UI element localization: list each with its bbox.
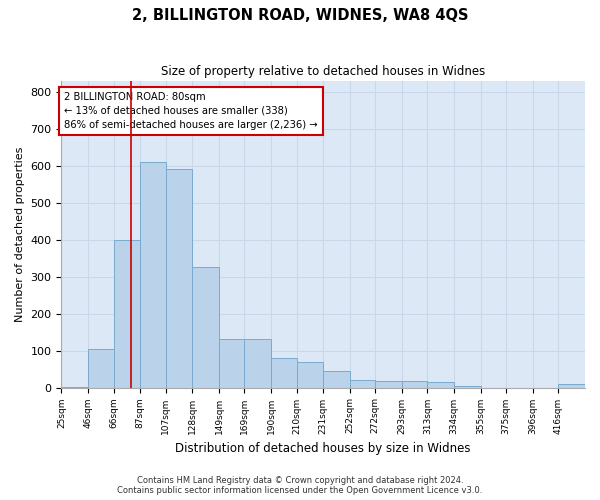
Bar bbox=[454, 386, 481, 388]
Title: Size of property relative to detached houses in Widnes: Size of property relative to detached ho… bbox=[161, 65, 485, 78]
Text: 2 BILLINGTON ROAD: 80sqm
← 13% of detached houses are smaller (338)
86% of semi-: 2 BILLINGTON ROAD: 80sqm ← 13% of detach… bbox=[64, 92, 317, 130]
Bar bbox=[61, 387, 88, 388]
Bar bbox=[113, 240, 140, 388]
Bar bbox=[193, 268, 219, 388]
Bar bbox=[559, 384, 585, 388]
X-axis label: Distribution of detached houses by size in Widnes: Distribution of detached houses by size … bbox=[175, 442, 471, 455]
Bar bbox=[350, 380, 376, 388]
Bar bbox=[376, 381, 402, 388]
Bar bbox=[219, 340, 244, 388]
Bar bbox=[244, 340, 271, 388]
Bar bbox=[296, 362, 323, 388]
Text: Contains HM Land Registry data © Crown copyright and database right 2024.
Contai: Contains HM Land Registry data © Crown c… bbox=[118, 476, 482, 495]
Text: 2, BILLINGTON ROAD, WIDNES, WA8 4QS: 2, BILLINGTON ROAD, WIDNES, WA8 4QS bbox=[132, 8, 468, 22]
Y-axis label: Number of detached properties: Number of detached properties bbox=[15, 146, 25, 322]
Bar bbox=[166, 170, 193, 388]
Bar bbox=[88, 350, 113, 388]
Bar bbox=[427, 382, 454, 388]
Bar bbox=[323, 371, 350, 388]
Bar bbox=[271, 358, 296, 388]
Bar bbox=[140, 162, 166, 388]
Bar bbox=[402, 381, 427, 388]
